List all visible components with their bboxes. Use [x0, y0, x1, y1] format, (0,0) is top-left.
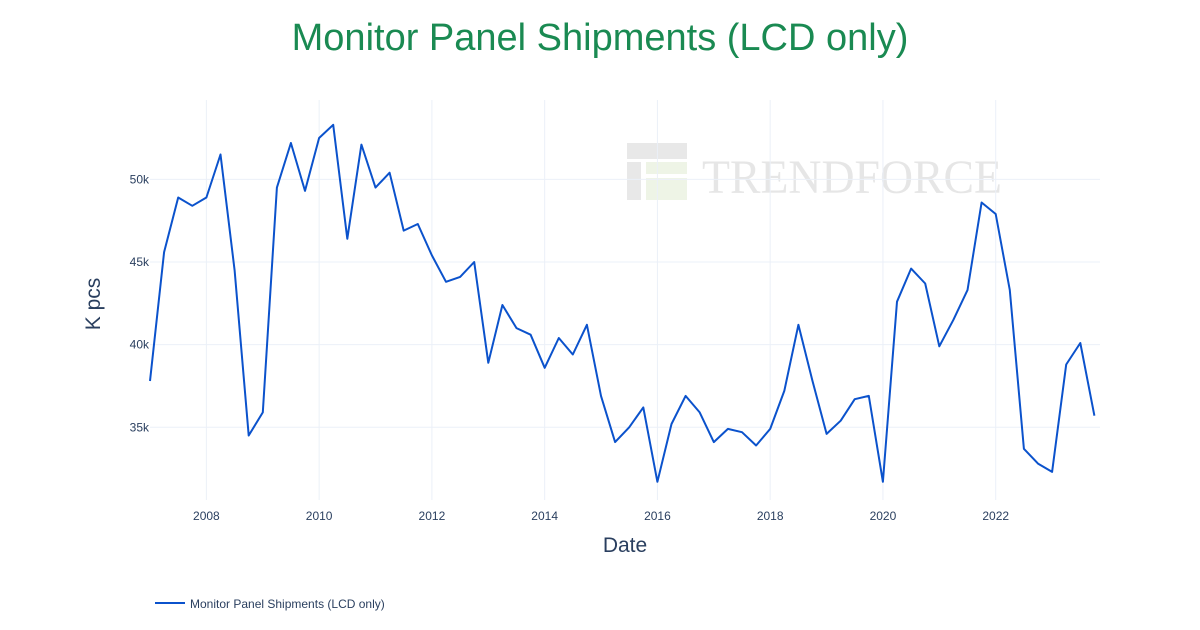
- data-point[interactable]: [866, 393, 872, 399]
- data-point[interactable]: [894, 299, 900, 305]
- data-point[interactable]: [457, 274, 463, 280]
- data-point[interactable]: [697, 409, 703, 415]
- legend-item-label: Monitor Panel Shipments (LCD only): [190, 597, 385, 611]
- data-point[interactable]: [1021, 446, 1027, 452]
- y-tick-label: 45k: [130, 255, 150, 269]
- x-tick-label: 2022: [982, 509, 1009, 523]
- data-point[interactable]: [373, 185, 379, 191]
- data-point[interactable]: [344, 236, 350, 242]
- data-point[interactable]: [880, 479, 886, 485]
- data-point[interactable]: [147, 378, 153, 384]
- data-point[interactable]: [443, 279, 449, 285]
- watermark-text: TRENDFORCE: [702, 151, 1002, 204]
- data-point[interactable]: [838, 418, 844, 424]
- x-tick-label: 2008: [193, 509, 220, 523]
- data-point[interactable]: [387, 170, 393, 176]
- data-point[interactable]: [824, 431, 830, 437]
- data-point[interactable]: [175, 195, 181, 201]
- data-point[interactable]: [1091, 413, 1097, 419]
- data-point[interactable]: [203, 195, 209, 201]
- trendforce-logo-icon: [627, 143, 687, 200]
- data-point[interactable]: [584, 322, 590, 328]
- data-point[interactable]: [471, 259, 477, 265]
- data-point[interactable]: [810, 378, 816, 384]
- series-layer: [147, 122, 1097, 485]
- data-point[interactable]: [570, 352, 576, 358]
- data-point[interactable]: [189, 203, 195, 209]
- data-point[interactable]: [288, 140, 294, 146]
- data-point[interactable]: [598, 393, 604, 399]
- data-point[interactable]: [852, 396, 858, 402]
- data-point[interactable]: [767, 426, 773, 432]
- x-tick-label: 2010: [306, 509, 333, 523]
- data-point[interactable]: [626, 424, 632, 430]
- data-point[interactable]: [528, 332, 534, 338]
- data-point[interactable]: [965, 287, 971, 293]
- y-axis-ticks: 35k 40k 45k 50k: [130, 172, 150, 434]
- grid: [150, 100, 1100, 500]
- y-axis-title: K pcs: [82, 278, 105, 331]
- data-point[interactable]: [1007, 287, 1013, 293]
- x-tick-label: 2018: [757, 509, 784, 523]
- data-point[interactable]: [753, 443, 759, 449]
- x-axis-ticks: 2008 2010 2012 2014 2016 2018 2020 2022: [193, 509, 1009, 523]
- data-point[interactable]: [922, 281, 928, 287]
- y-tick-label: 50k: [130, 172, 150, 186]
- data-point[interactable]: [1049, 469, 1055, 475]
- data-point[interactable]: [542, 365, 548, 371]
- data-point[interactable]: [711, 439, 717, 445]
- data-point[interactable]: [485, 360, 491, 366]
- data-point[interactable]: [1063, 362, 1069, 368]
- data-point[interactable]: [739, 429, 745, 435]
- data-point[interactable]: [725, 426, 731, 432]
- chart-title: Monitor Panel Shipments (LCD only): [292, 17, 909, 59]
- data-point[interactable]: [781, 388, 787, 394]
- x-tick-label: 2012: [419, 509, 446, 523]
- data-point[interactable]: [1077, 340, 1083, 346]
- trendforce-watermark: TRENDFORCE: [627, 143, 1002, 204]
- data-point[interactable]: [936, 343, 942, 349]
- legend[interactable]: Monitor Panel Shipments (LCD only): [155, 597, 385, 611]
- x-tick-label: 2020: [870, 509, 897, 523]
- data-point[interactable]: [654, 479, 660, 485]
- data-point[interactable]: [979, 200, 985, 206]
- data-point[interactable]: [993, 211, 999, 217]
- x-tick-label: 2014: [531, 509, 558, 523]
- data-point[interactable]: [908, 266, 914, 272]
- data-point[interactable]: [260, 409, 266, 415]
- x-axis-title: Date: [603, 534, 647, 557]
- series-line[interactable]: [149, 123, 1096, 483]
- data-point[interactable]: [795, 322, 801, 328]
- data-point[interactable]: [161, 249, 167, 255]
- data-point[interactable]: [218, 152, 224, 158]
- data-point[interactable]: [514, 325, 520, 331]
- data-point[interactable]: [1035, 461, 1041, 467]
- data-point[interactable]: [612, 439, 618, 445]
- y-tick-label: 35k: [130, 420, 150, 434]
- data-point[interactable]: [950, 317, 956, 323]
- data-point[interactable]: [556, 335, 562, 341]
- data-point[interactable]: [316, 135, 322, 141]
- data-point[interactable]: [302, 188, 308, 194]
- data-point[interactable]: [669, 421, 675, 427]
- data-point[interactable]: [401, 228, 407, 234]
- data-point[interactable]: [415, 221, 421, 227]
- x-tick-label: 2016: [644, 509, 671, 523]
- data-point[interactable]: [429, 252, 435, 258]
- y-tick-label: 40k: [130, 338, 150, 352]
- data-point[interactable]: [274, 185, 280, 191]
- data-point[interactable]: [330, 122, 336, 128]
- data-point[interactable]: [640, 404, 646, 410]
- data-point[interactable]: [232, 267, 238, 273]
- data-point[interactable]: [499, 302, 505, 308]
- data-point[interactable]: [683, 393, 689, 399]
- data-point[interactable]: [246, 433, 252, 439]
- data-point[interactable]: [358, 142, 364, 148]
